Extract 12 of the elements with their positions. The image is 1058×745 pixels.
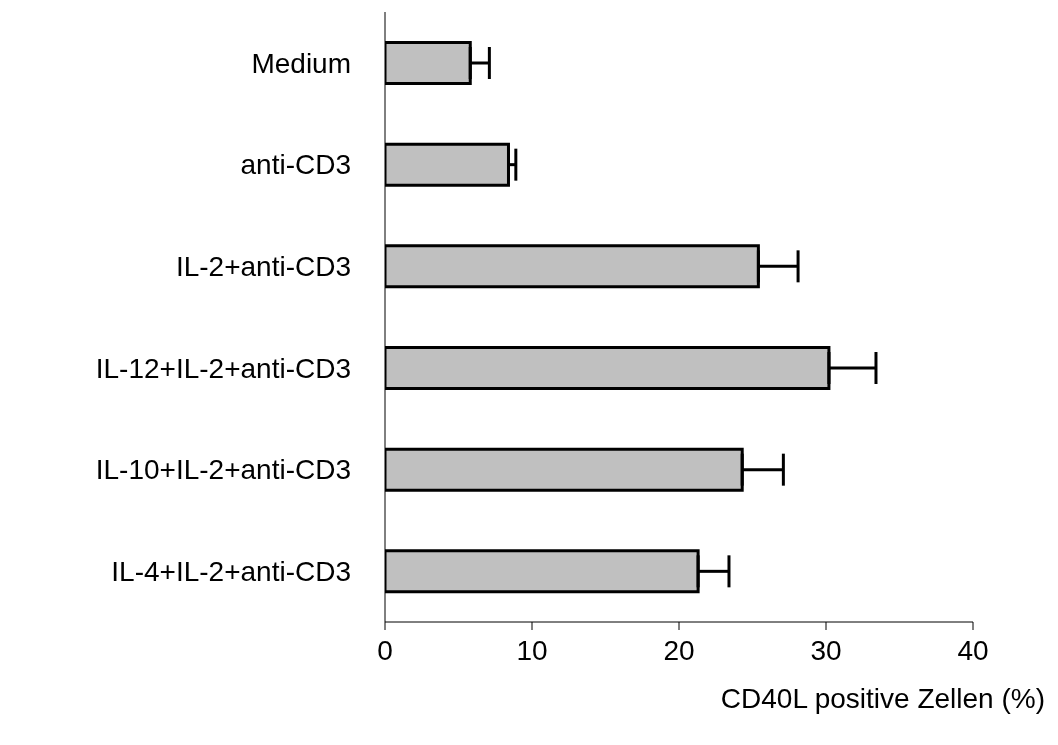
y-tick-label: Medium — [251, 47, 351, 79]
y-tick-label: IL-2+anti-CD3 — [175, 251, 351, 283]
x-tick-label: 30 — [810, 634, 842, 666]
y-tick-label: IL-12+IL-2+anti-CD3 — [95, 352, 351, 384]
x-tick-label: 40 — [957, 634, 989, 666]
x-axis-title: CD40L positive Zellen (%) — [720, 683, 1045, 714]
y-tick-label: IL-4+IL-2+anti-CD3 — [111, 556, 351, 588]
x-tick-label: 0 — [377, 634, 393, 666]
y-tick-label: anti-CD3 — [240, 149, 351, 181]
x-tick-label: 10 — [516, 634, 548, 666]
x-tick-label: 20 — [663, 634, 695, 666]
y-tick-label: IL-10+IL-2+anti-CD3 — [95, 454, 351, 486]
